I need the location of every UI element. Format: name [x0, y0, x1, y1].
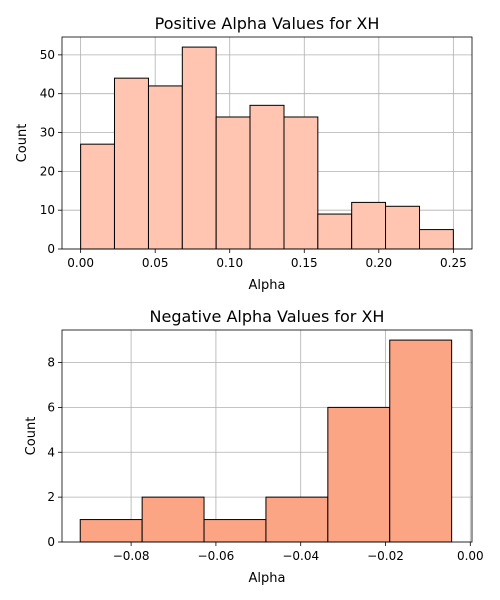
negative-alpha-histogram: −0.08 −0.06 −0.04 −0.02 0.00 0 2 4 6 8 Negative A…	[24, 307, 484, 586]
histogram-bar	[327, 406, 391, 543]
histogram-bar	[419, 229, 454, 250]
histogram-bar	[113, 77, 149, 250]
histogram-bar	[215, 116, 251, 250]
y-tick-label: 20	[40, 164, 55, 178]
histogram-bar	[181, 46, 217, 250]
x-tick-label: 0.10	[216, 256, 243, 270]
x-axis-label: Alpha	[249, 278, 286, 293]
x-tick-label: 0.15	[291, 256, 318, 270]
y-tick-label: 4	[47, 445, 55, 459]
x-tick-label: 0.25	[440, 256, 467, 270]
y-axis-label: Count	[24, 417, 39, 456]
y-tick-label: 6	[47, 400, 55, 414]
x-tick-label: −0.08	[113, 549, 150, 563]
histogram-bar	[283, 116, 319, 250]
plot-frame	[61, 329, 473, 543]
histogram-bar	[351, 201, 387, 250]
chart-title: Negative Alpha Values for XH	[150, 307, 385, 326]
y-tick-label: 50	[40, 48, 55, 62]
histogram-bar	[265, 496, 329, 543]
histogram-bar	[147, 85, 183, 250]
y-tick-label: 10	[40, 203, 55, 217]
histogram-bar	[141, 496, 205, 543]
x-tick-label: −0.02	[367, 549, 404, 563]
y-axis-label: Count	[15, 124, 30, 163]
histogram-bar	[317, 213, 353, 250]
plot-frame	[61, 36, 473, 250]
x-tick-label: −0.04	[282, 549, 319, 563]
histogram-bar	[80, 143, 115, 250]
x-tick-label: 0.20	[365, 256, 392, 270]
y-tick-label: 8	[47, 356, 55, 370]
y-tick-label: 40	[40, 87, 55, 101]
y-tick-label: 0	[47, 242, 55, 256]
y-tick-label: 2	[47, 490, 55, 504]
histogram-bar	[79, 519, 143, 543]
histogram-bar	[385, 205, 421, 250]
x-tick-label: 0.00	[457, 549, 484, 563]
x-tick-label: 0.05	[142, 256, 169, 270]
x-tick-label: −0.06	[198, 549, 235, 563]
chart-title: Positive Alpha Values for XH	[155, 14, 380, 33]
x-axis-label: Alpha	[249, 571, 286, 586]
x-tick-label: 0.00	[67, 256, 94, 270]
histogram-bar	[203, 519, 267, 543]
y-tick-label: 0	[47, 535, 55, 549]
positive-alpha-histogram: 0.00 0.05 0.10 0.15 0.20 0.25 0 10 20 30 40 50 Posi…	[15, 14, 473, 293]
histogram-bar	[389, 339, 453, 543]
histogram-bar	[249, 104, 285, 250]
y-tick-label: 30	[40, 126, 55, 140]
